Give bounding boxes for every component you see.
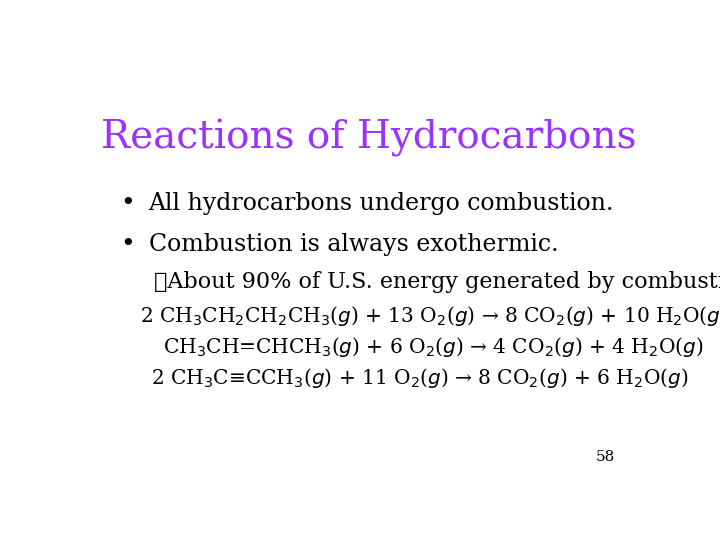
- Text: ✓About 90% of U.S. energy generated by combustion.: ✓About 90% of U.S. energy generated by c…: [154, 271, 720, 293]
- Text: •: •: [121, 233, 135, 256]
- Text: 2 CH$_3$CH$_2$CH$_2$CH$_3$($g$) + 13 O$_2$($g$) → 8 CO$_2$($g$) + 10 H$_2$O($g$): 2 CH$_3$CH$_2$CH$_2$CH$_3$($g$) + 13 O$_…: [140, 304, 720, 328]
- Text: 2 CH$_3$C≡CCH$_3$($g$) + 11 O$_2$($g$) → 8 CO$_2$($g$) + 6 H$_2$O($g$): 2 CH$_3$C≡CCH$_3$($g$) + 11 O$_2$($g$) →…: [151, 366, 689, 390]
- Text: CH$_3$CH=CHCH$_3$($g$) + 6 O$_2$($g$) → 4 CO$_2$($g$) + 4 H$_2$O($g$): CH$_3$CH=CHCH$_3$($g$) + 6 O$_2$($g$) → …: [163, 335, 703, 359]
- Text: 58: 58: [595, 450, 615, 464]
- Text: Reactions of Hydrocarbons: Reactions of Hydrocarbons: [102, 119, 636, 157]
- Text: Combustion is always exothermic.: Combustion is always exothermic.: [148, 233, 558, 256]
- Text: All hydrocarbons undergo combustion.: All hydrocarbons undergo combustion.: [148, 192, 614, 214]
- Text: •: •: [121, 192, 135, 214]
